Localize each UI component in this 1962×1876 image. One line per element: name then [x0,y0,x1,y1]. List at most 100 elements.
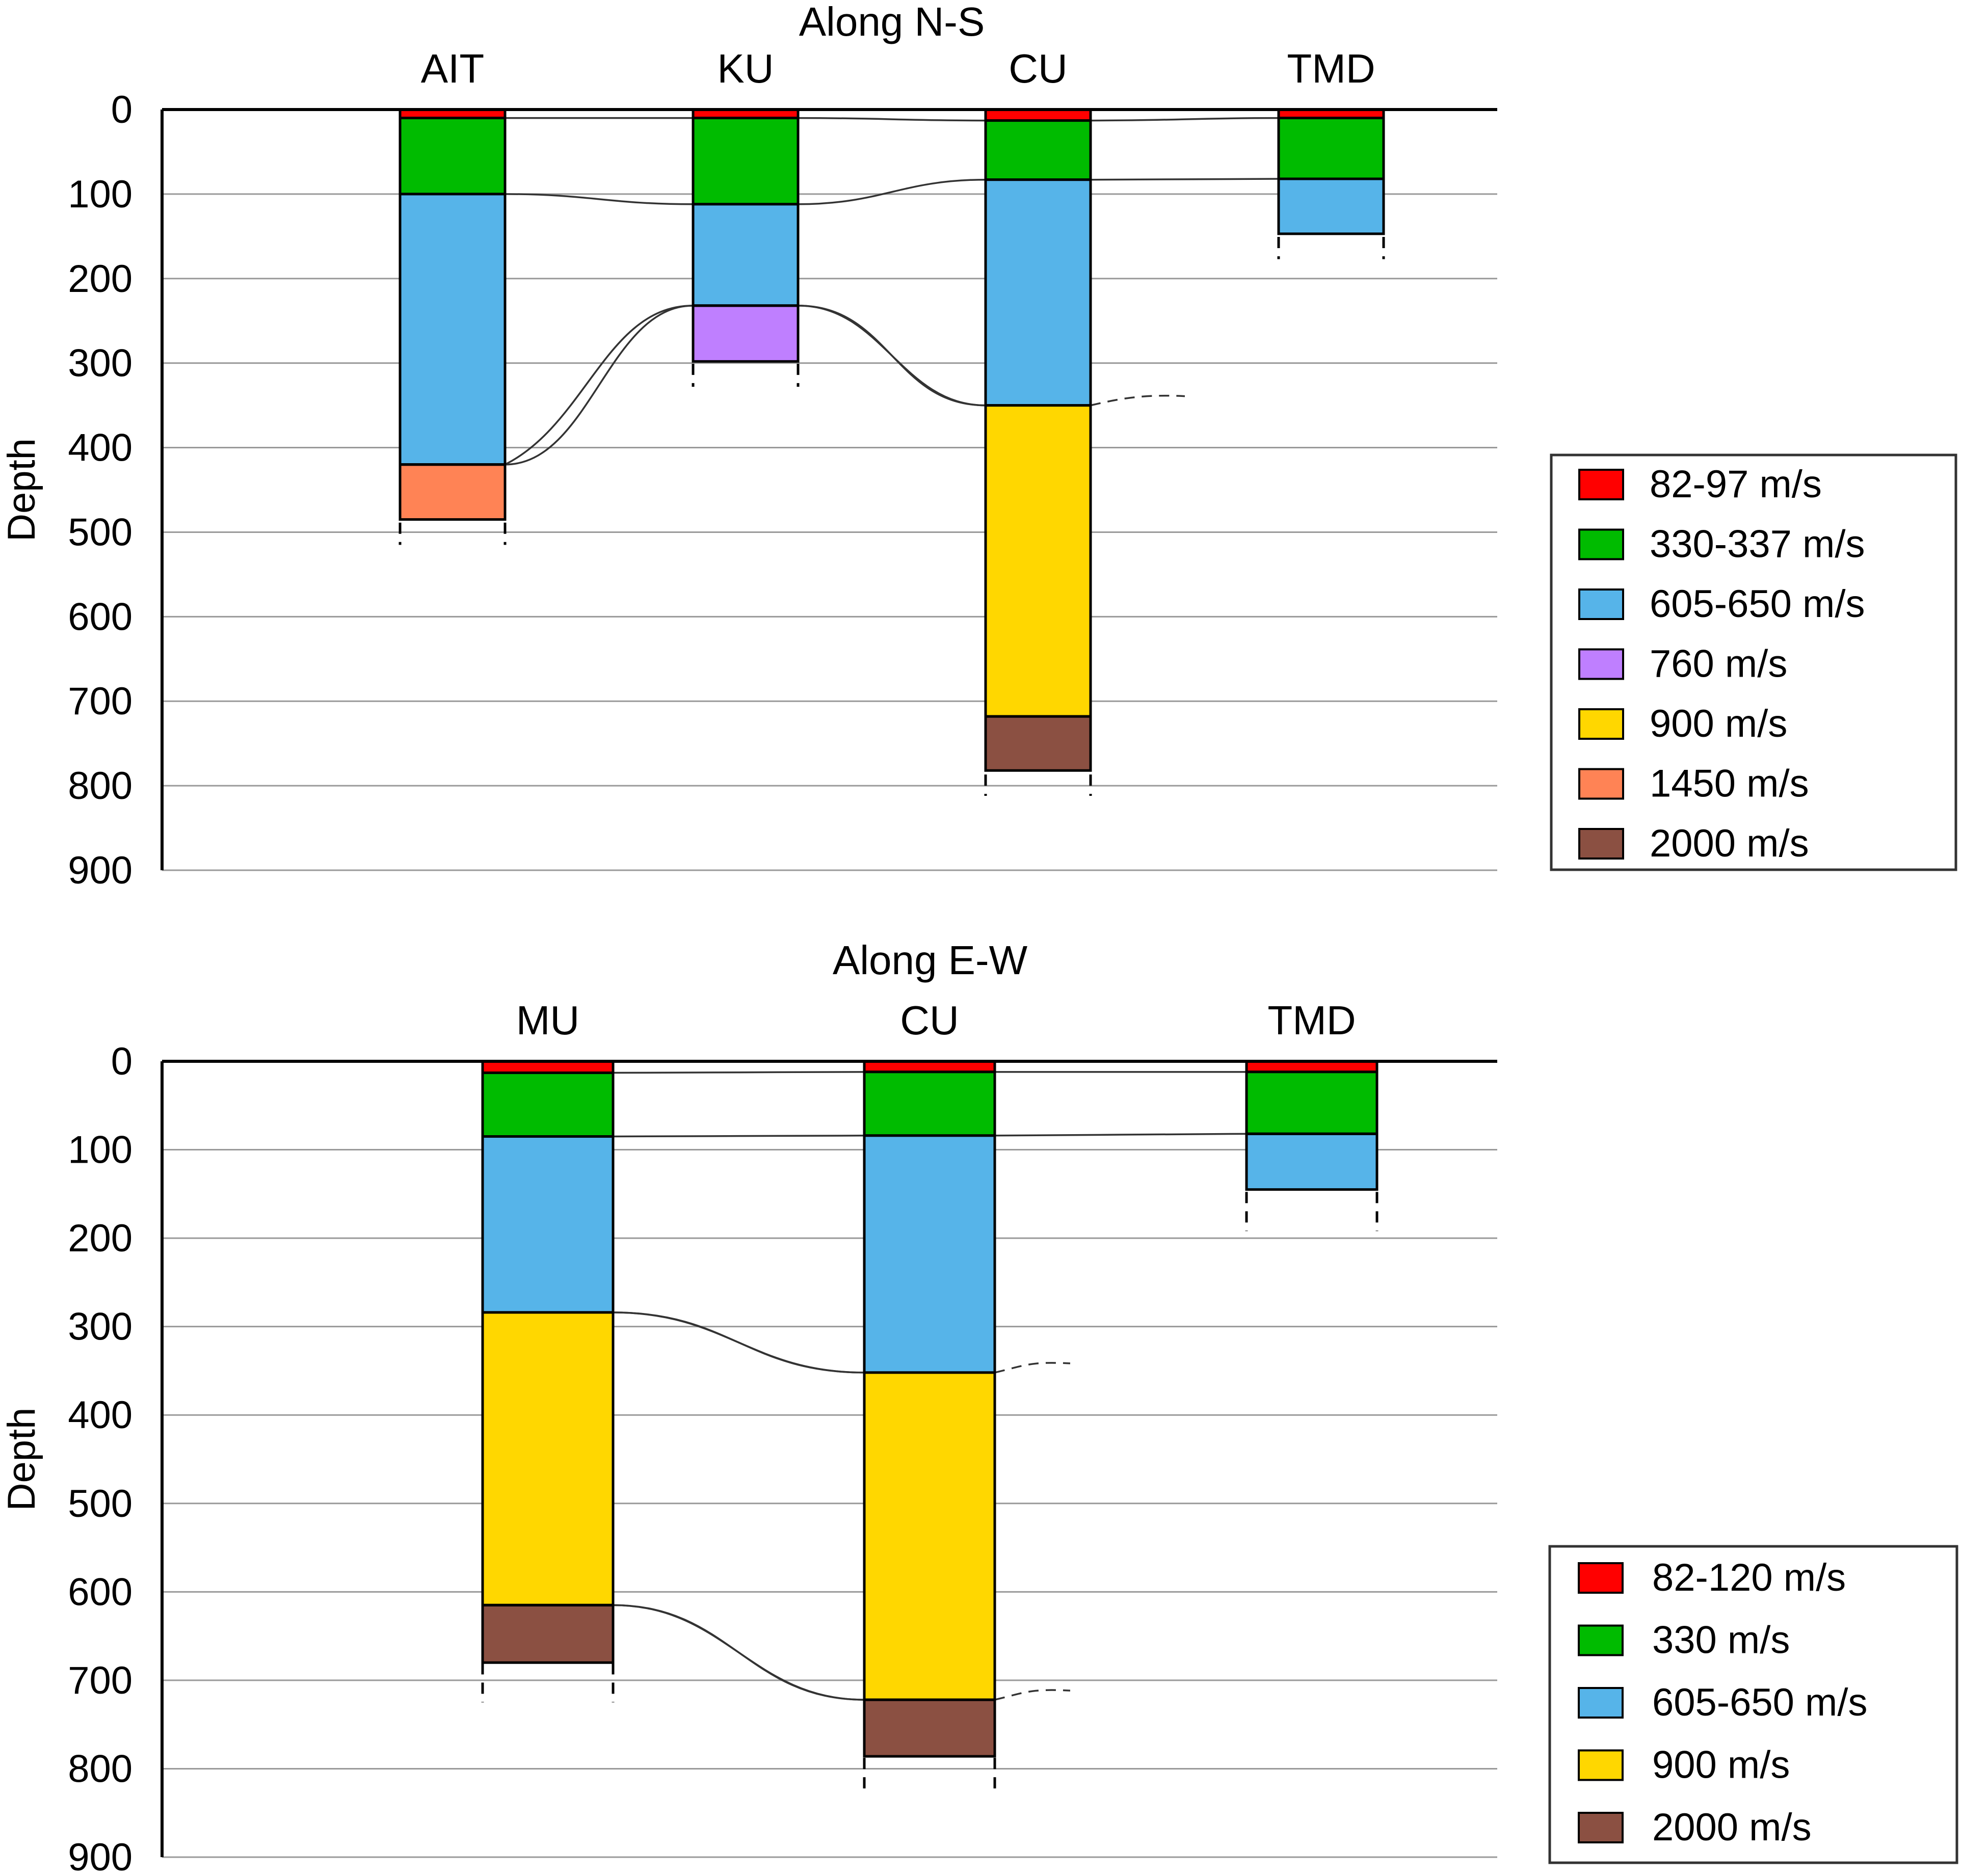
y-tick-label: 200 [68,1217,132,1260]
boundary-extension-dashed [994,1689,1071,1701]
layer-segment [1245,1132,1378,1191]
layer-boundary-curve [613,1604,865,1701]
station-label: TMD [1267,998,1356,1043]
layer-segment [481,1135,615,1314]
boundary-extension-dashed [1090,394,1185,407]
chart-title: Along E-W [833,937,1028,983]
legend-label: 330 m/s [1652,1619,1790,1662]
layer-segment [984,108,1092,122]
y-tick-label: 700 [68,1659,132,1702]
legend-label: 900 m/s [1650,702,1787,745]
legend-label: 2000 m/s [1650,822,1809,865]
layer-segment [863,1371,996,1701]
station-label: CU [900,998,959,1043]
layer-segment [1277,117,1385,180]
station-label: KU [717,46,774,91]
y-tick-label: 300 [68,1305,132,1349]
y-tick-label: 800 [68,1747,132,1790]
layer-segment [692,304,800,363]
layer-segment [692,203,800,307]
legend-label: 82-97 m/s [1650,463,1822,506]
legend-swatch [1578,588,1624,620]
layer-segment [481,1603,615,1664]
layer-boundary-curve [505,305,694,466]
legend-swatch [1578,1687,1624,1719]
y-tick-label: 700 [68,680,132,723]
layer-boundary-curve [613,1311,865,1374]
layer-segment [1277,177,1385,235]
y-tick-label: 900 [68,1836,132,1876]
y-tick-label: 0 [111,88,132,131]
legend-swatch [1578,1562,1624,1594]
panel-along-ns: Along N-S 0 100 200 300 400 500 600 700 800 900 Dep… [0,0,1957,892]
y-tick-label: 900 [68,849,132,892]
y-tick-label: 100 [68,173,132,216]
layer-segment [399,117,507,196]
layer-segment [863,1060,996,1074]
station-label: CU [1009,46,1068,91]
layer-segment [863,1698,996,1758]
legend-swatch [1578,1812,1624,1843]
layer-boundary-curve [798,117,986,122]
y-tick-label: 100 [68,1129,132,1172]
layer-boundary-curve [1090,117,1279,122]
layer-segment [481,1311,615,1606]
layer-boundary-curve [613,1071,865,1074]
legend-label: 605-650 m/s [1650,582,1865,626]
legend-swatch [1578,1749,1624,1781]
layer-boundary-curve [798,178,986,205]
layer-segment [692,117,800,206]
layer-segment [481,1060,615,1075]
layer-segment [1245,1070,1378,1135]
y-tick-label: 600 [68,1570,132,1614]
legend-label: 900 m/s [1652,1744,1790,1787]
y-tick-label: 800 [68,764,132,808]
legend-label: 760 m/s [1650,642,1787,686]
layer-boundary-curve [994,1133,1247,1137]
layer-segment [984,715,1092,772]
layer-boundary-curve [505,305,694,466]
legend-swatch [1578,1624,1624,1656]
station-label: TMD [1287,46,1375,91]
layer-segment [399,193,507,466]
legend-swatch [1578,768,1624,800]
y-axis-label: Depth [0,438,43,542]
legend-label: 1450 m/s [1650,762,1809,806]
layer-segment [1245,1060,1378,1074]
legend-swatch [1578,528,1624,560]
layer-segment [984,119,1092,181]
legend-label: 2000 m/s [1652,1806,1812,1849]
legend-label: 605-650 m/s [1652,1681,1867,1724]
y-tick-label: 400 [68,426,132,470]
layer-boundary-curve [1090,178,1279,181]
layer-boundary-curve [798,305,986,407]
station-label: AIT [421,46,484,91]
boundary-extension-dashed [994,1362,1071,1374]
layer-segment [984,404,1092,718]
layer-segment [481,1071,615,1138]
layer-segment [863,1070,996,1137]
station-label: MU [516,998,579,1043]
layer-segment [984,178,1092,407]
legend-swatch [1578,648,1624,680]
layer-segment [863,1134,996,1374]
legend-label: 330-337 m/s [1650,523,1865,566]
panel-along-ew: Along E-W 0 100 200 300 400 500 600 700 800 900 Dep… [0,937,1958,1876]
y-tick-label: 500 [68,1482,132,1525]
y-tick-label: 500 [68,511,132,554]
legend-swatch [1578,469,1624,500]
chart-title: Along N-S [799,0,985,44]
y-tick-label: 300 [68,342,132,385]
y-tick-label: 400 [68,1393,132,1437]
layer-boundary-curve [505,193,694,205]
y-tick-label: 600 [68,595,132,638]
layer-boundary-curve [613,1135,865,1138]
legend-swatch [1578,828,1624,860]
legend-label: 82-120 m/s [1652,1556,1846,1599]
y-tick-label: 200 [68,257,132,301]
layer-segment [399,463,507,521]
legend-swatch [1578,708,1624,740]
y-axis-label: Depth [0,1408,43,1511]
y-tick-label: 0 [111,1040,132,1083]
